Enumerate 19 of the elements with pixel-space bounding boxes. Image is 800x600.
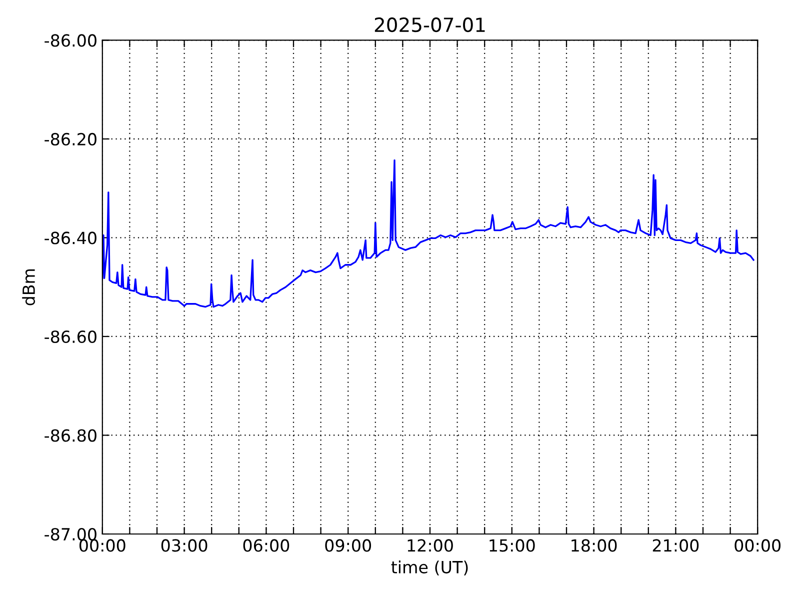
y-tick-label: -86.60 [44, 330, 96, 344]
x-tick-label: 06:00 [243, 539, 290, 552]
x-tick-label: 09:00 [325, 539, 372, 552]
line-series [102, 159, 754, 308]
x-tick-label: 00:00 [79, 539, 126, 552]
x-tick-label: 18:00 [572, 539, 617, 552]
y-tick-label: -86.40 [44, 232, 96, 244]
x-axis-title: time (UT) [391, 560, 468, 576]
y-axis-title: dBm [22, 269, 36, 306]
y-tick-label: -86.80 [44, 429, 96, 442]
chart-title: 2025-07-01 [374, 17, 485, 32]
y-tick-label: -86.00 [44, 34, 96, 47]
x-tick-label: 12:00 [408, 539, 453, 552]
x-tick-label: 15:00 [490, 539, 535, 552]
y-tick-label: -87.00 [44, 528, 96, 541]
x-tick-label: 00:00 [734, 539, 781, 552]
x-tick-label: 21:00 [652, 539, 699, 552]
y-tick-label: -86.20 [44, 132, 96, 146]
x-tick-label: 03:00 [161, 539, 208, 552]
